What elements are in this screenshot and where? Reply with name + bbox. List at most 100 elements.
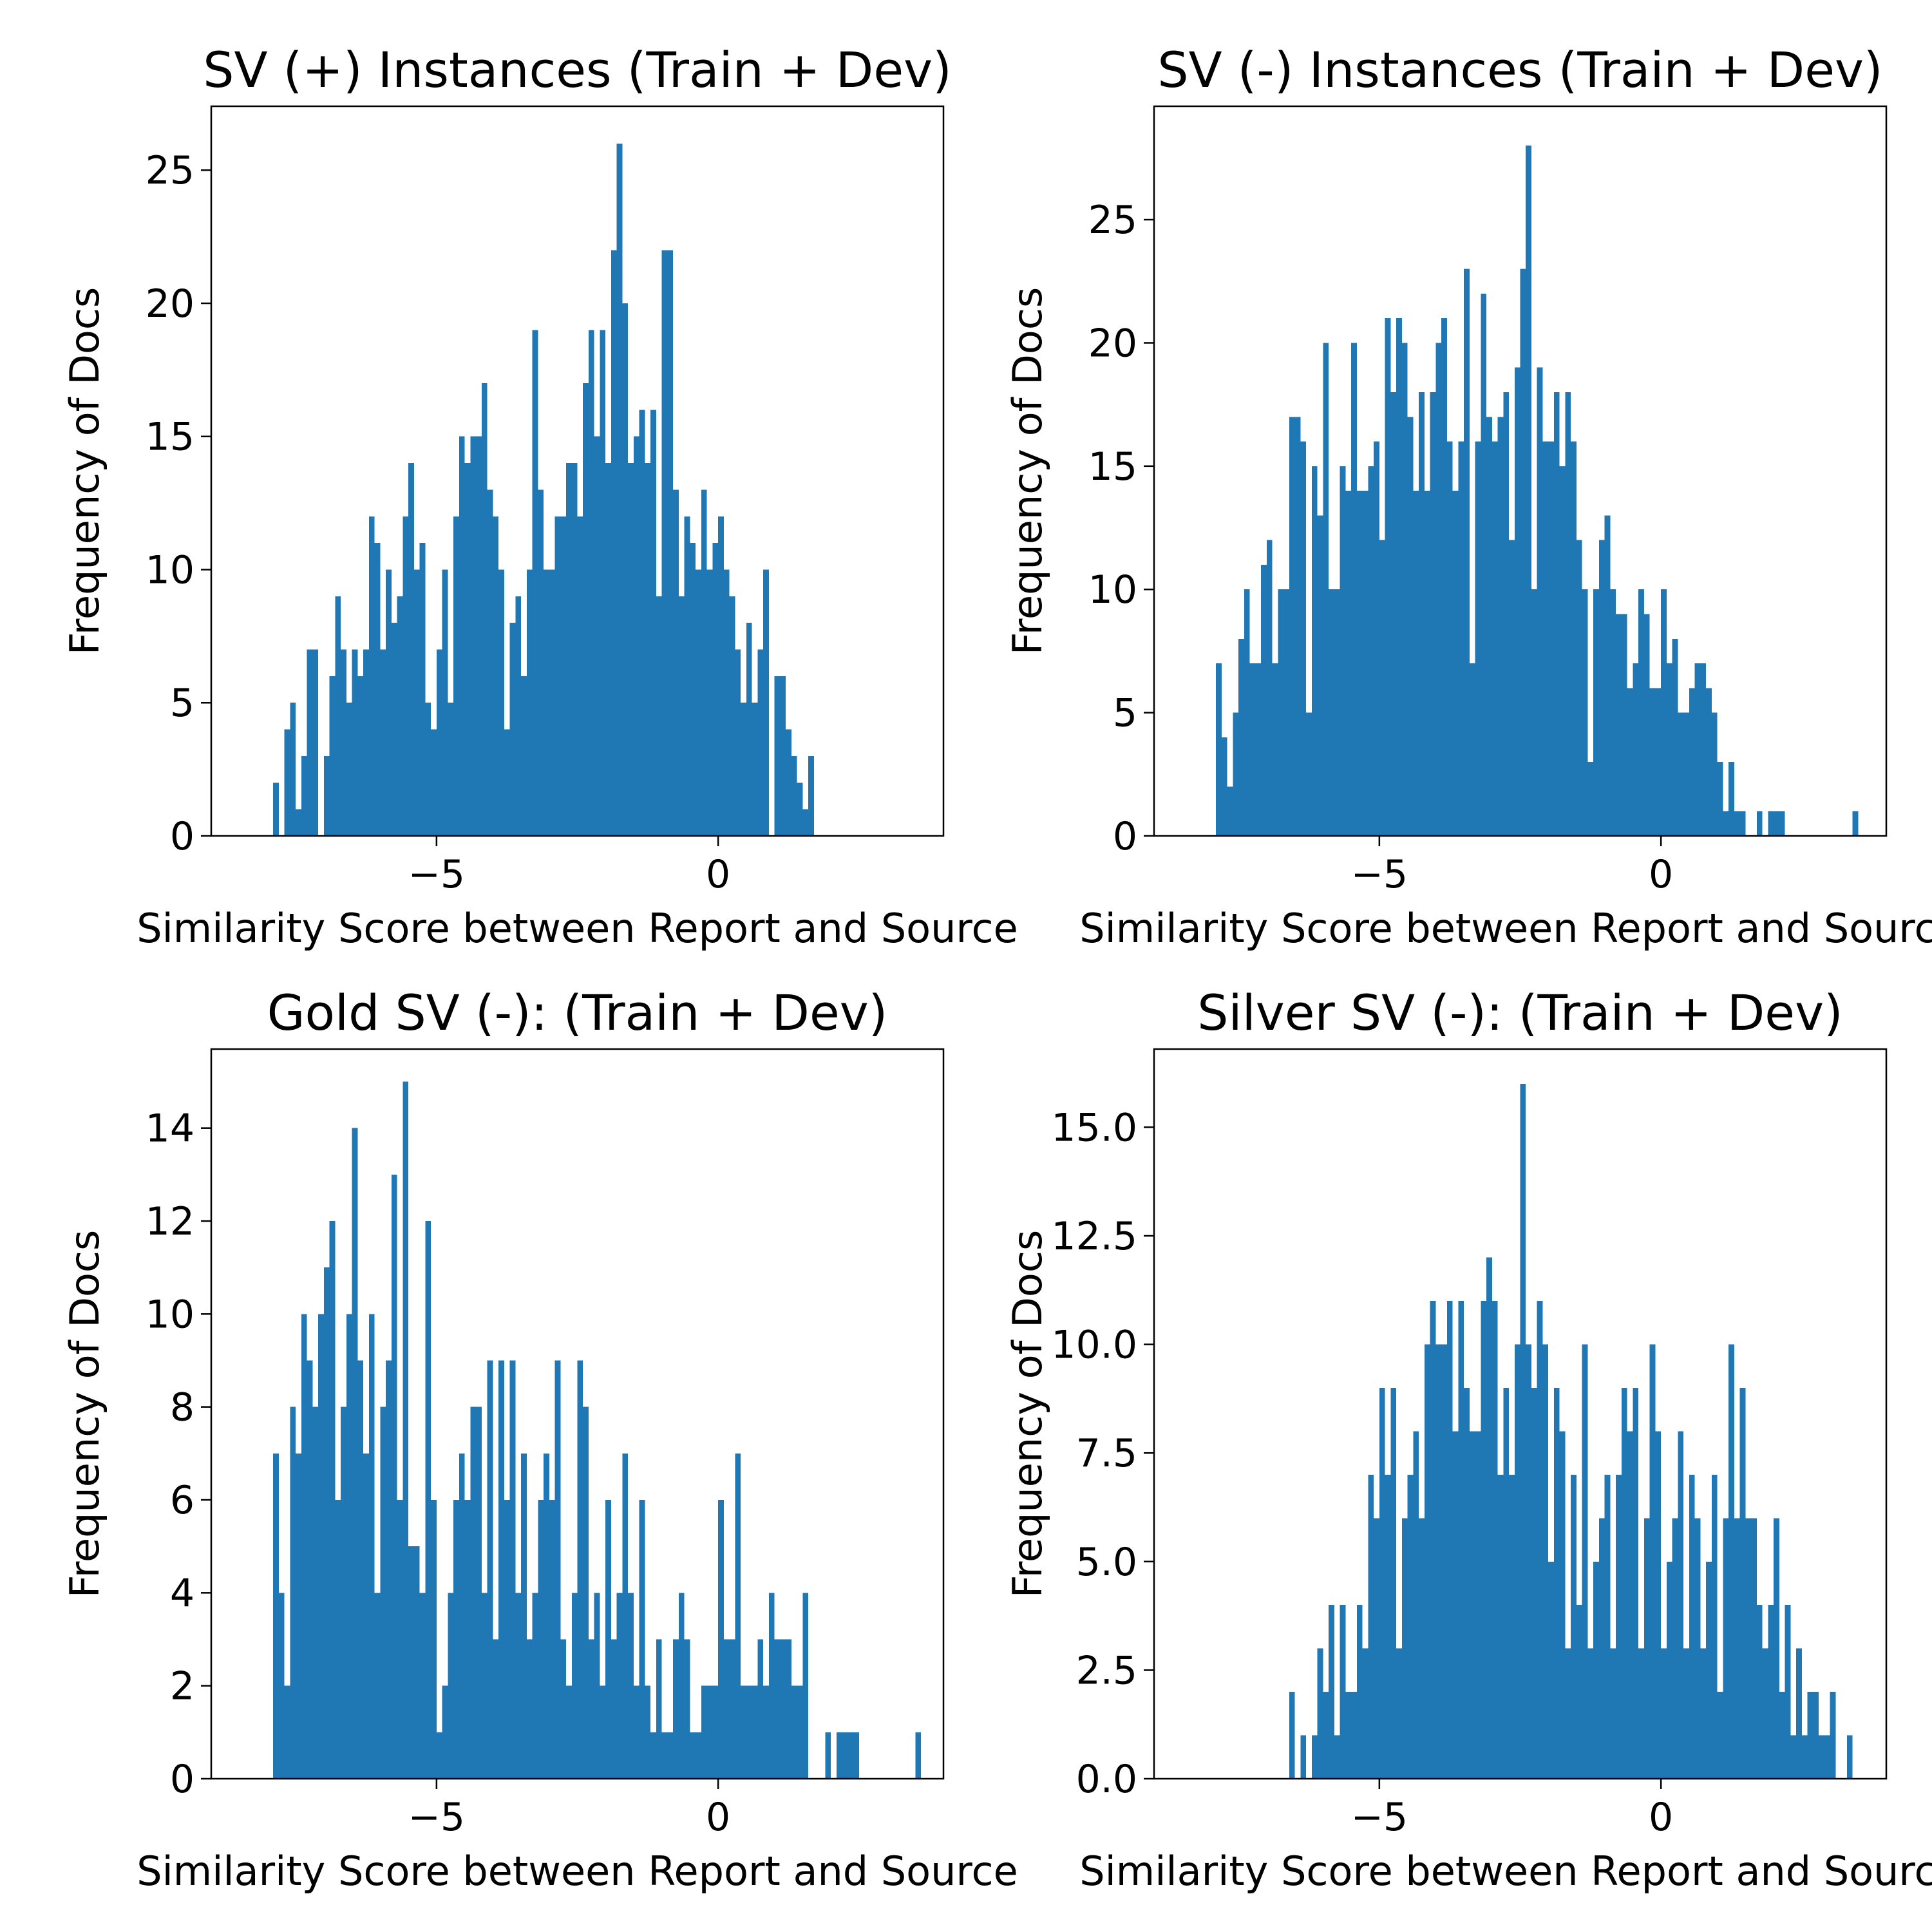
bar — [1779, 1692, 1785, 1779]
bar — [1576, 540, 1582, 836]
bar — [763, 1685, 769, 1779]
bar — [323, 1267, 330, 1779]
bar — [735, 649, 741, 836]
bar — [673, 489, 679, 836]
bar — [374, 1593, 381, 1779]
x-tick-label: −5 — [1351, 852, 1408, 897]
bar — [1582, 1344, 1588, 1779]
bar — [802, 1593, 809, 1779]
bar — [273, 782, 279, 836]
bar — [386, 569, 392, 836]
bar — [1807, 1692, 1814, 1779]
bar — [318, 1314, 324, 1779]
bar — [1368, 466, 1374, 836]
bar — [1790, 1735, 1797, 1779]
bar — [1559, 466, 1566, 836]
bar — [1689, 1474, 1695, 1779]
bar — [729, 596, 735, 836]
bar — [1413, 1431, 1419, 1779]
bar — [448, 1593, 454, 1779]
bar — [278, 1593, 285, 1779]
bar — [1514, 367, 1520, 836]
bar — [408, 1546, 414, 1779]
bar — [1723, 1518, 1729, 1779]
bar — [1762, 1648, 1768, 1779]
bar — [1396, 318, 1402, 836]
bar — [307, 649, 313, 836]
bar — [706, 569, 713, 836]
bar — [335, 596, 341, 836]
bar — [723, 1639, 730, 1779]
bar — [1509, 540, 1515, 836]
bar — [1311, 466, 1318, 836]
bar — [1739, 1388, 1746, 1779]
bar — [368, 1314, 375, 1779]
bar — [335, 1500, 341, 1779]
bar — [774, 676, 781, 836]
bar — [650, 410, 656, 836]
bar — [357, 676, 364, 836]
bar — [1638, 1648, 1644, 1779]
bar — [1289, 1692, 1295, 1779]
bar — [661, 250, 668, 836]
bar — [402, 516, 409, 836]
bar — [1717, 1692, 1723, 1779]
bar — [1542, 1344, 1549, 1779]
bar — [509, 1360, 516, 1779]
bar — [1345, 1692, 1352, 1779]
bar — [470, 436, 477, 836]
bar — [1278, 589, 1284, 836]
bar — [1604, 1474, 1611, 1779]
bar — [1351, 1692, 1357, 1779]
bar — [521, 676, 527, 836]
bar — [791, 1685, 797, 1779]
bar — [690, 543, 696, 836]
bar — [718, 516, 724, 836]
bar — [442, 569, 448, 836]
bar — [1571, 441, 1577, 836]
plot-frame — [1153, 1048, 1888, 1780]
bar — [1385, 1474, 1391, 1779]
bar — [1306, 712, 1312, 836]
bar — [1374, 1518, 1379, 1779]
bar — [1768, 1605, 1774, 1779]
bar — [296, 809, 301, 836]
bar — [1655, 688, 1662, 836]
chart-title: Gold SV (-): (Train + Dev) — [267, 984, 888, 1041]
bar — [1323, 1692, 1329, 1779]
bar — [476, 436, 482, 836]
bar — [1407, 417, 1414, 836]
bar — [1643, 1518, 1650, 1779]
bar — [312, 649, 319, 836]
bar — [459, 436, 465, 836]
bar — [363, 1453, 369, 1779]
y-tick-label: 10 — [146, 1292, 194, 1337]
bar — [1317, 1648, 1323, 1779]
bar — [1593, 1561, 1599, 1779]
bar — [763, 569, 769, 836]
bar — [1616, 1474, 1622, 1779]
bar — [1497, 1474, 1504, 1779]
bar — [848, 1732, 854, 1779]
bar — [368, 516, 375, 836]
bar — [402, 1081, 409, 1779]
bar — [1751, 1518, 1757, 1779]
bar — [712, 1685, 719, 1779]
bar — [1419, 1518, 1425, 1779]
bar — [752, 703, 758, 836]
bar — [273, 1453, 279, 1779]
bar — [802, 809, 809, 836]
bar — [1300, 441, 1307, 836]
bar — [1666, 1561, 1672, 1779]
bar — [645, 1685, 651, 1779]
bar — [1351, 343, 1357, 836]
bar — [1362, 491, 1368, 836]
bar — [1340, 466, 1346, 836]
bar — [1610, 1648, 1616, 1779]
bar — [1340, 1605, 1346, 1779]
bar — [1345, 491, 1352, 836]
y-tick-label: 25 — [1088, 198, 1137, 243]
bar — [1481, 1301, 1487, 1779]
bar — [341, 649, 346, 836]
bar — [600, 330, 606, 836]
